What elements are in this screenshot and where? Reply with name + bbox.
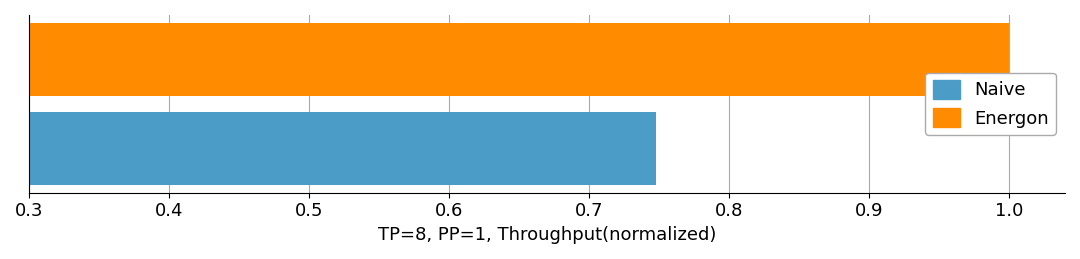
Bar: [29, 23, 1009, 96]
Legend: Naive, Energon: Naive, Energon: [926, 73, 1056, 135]
Bar: [29, 112, 657, 185]
X-axis label: TP=8, PP=1, Throughput(normalized): TP=8, PP=1, Throughput(normalized): [378, 226, 716, 244]
